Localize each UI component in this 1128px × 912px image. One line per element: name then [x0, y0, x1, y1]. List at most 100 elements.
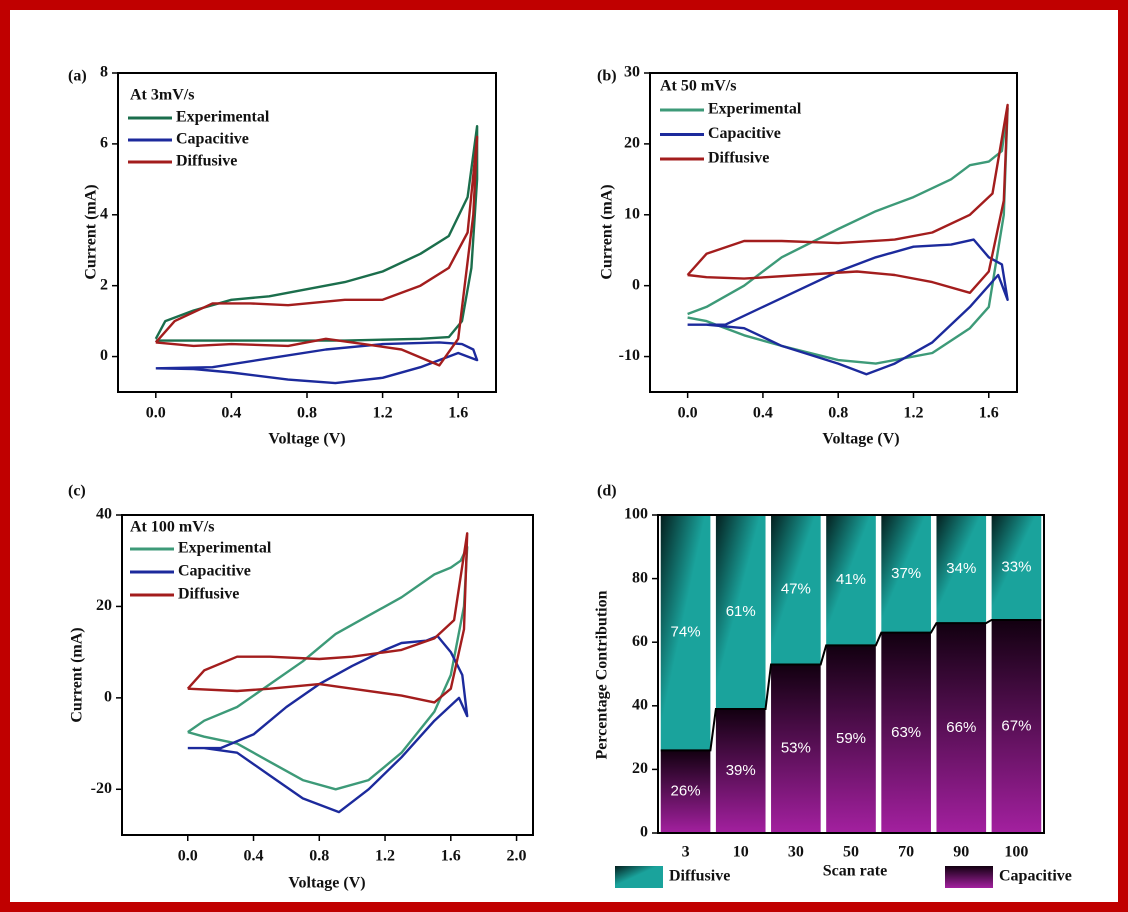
x-tick-label: 0.4 — [753, 405, 773, 422]
panel-label: (c) — [68, 483, 86, 500]
bar-segment — [771, 664, 821, 833]
bar-segment — [826, 515, 876, 646]
x-tick-label: 70 — [898, 844, 914, 861]
bar-segment — [715, 515, 766, 709]
bar-segment — [936, 623, 987, 833]
bar-segment — [771, 515, 821, 665]
y-tick-label: 0 — [640, 824, 648, 841]
x-tick-label: 0.0 — [678, 405, 698, 422]
bar-value-label: 66% — [946, 719, 976, 736]
x-tick-label: 1.6 — [979, 405, 999, 422]
x-tick-label: 10 — [733, 844, 749, 861]
y-tick-label: 20 — [632, 760, 648, 777]
y-axis-label: Current (mA) — [69, 627, 86, 722]
x-tick-label: 0.0 — [178, 848, 198, 865]
y-tick-label: 10 — [624, 205, 640, 222]
bar-value-label: 34% — [946, 560, 976, 577]
x-tick-label: 1.2 — [373, 405, 393, 422]
curve — [154, 125, 479, 342]
y-tick-label: 6 — [100, 135, 108, 152]
x-tick-label: 0.4 — [244, 848, 264, 865]
x-tick-label: 30 — [788, 844, 804, 861]
curve — [187, 545, 469, 791]
bar-segment — [660, 750, 711, 833]
curve — [686, 103, 1009, 294]
x-tick-label: 90 — [953, 844, 969, 861]
bar-segment — [936, 515, 987, 624]
bar-segment — [660, 515, 711, 751]
curve — [186, 532, 469, 704]
bar-value-label: 37% — [891, 565, 921, 582]
legend-label: Capacitive — [999, 868, 1072, 885]
bar-segment — [881, 632, 931, 833]
y-tick-label: 40 — [632, 696, 648, 713]
legend-label: Diffusive — [669, 868, 730, 885]
x-tick-label: 0.8 — [828, 405, 848, 422]
axes-frame — [657, 514, 1045, 834]
y-tick-label: 60 — [632, 633, 648, 650]
bar-value-label: 74% — [671, 624, 701, 641]
step-line — [660, 618, 1042, 752]
y-tick-label: -10 — [619, 347, 640, 364]
legend-label: Capacitive — [176, 131, 249, 148]
y-tick-label: 2 — [100, 276, 108, 293]
bar-segment — [991, 515, 1042, 620]
y-axis-label: Percentage Contribution — [594, 590, 611, 759]
x-tick-label: 0.4 — [221, 405, 241, 422]
panel-label: (a) — [68, 68, 87, 85]
curve — [687, 238, 1009, 376]
bar-value-label: 63% — [891, 724, 921, 741]
legend-label: Diffusive — [176, 153, 237, 170]
y-axis-label: Current (mA) — [83, 184, 100, 279]
curve — [687, 107, 1009, 365]
bar-value-label: 33% — [1001, 558, 1031, 575]
y-tick-label: 20 — [96, 597, 112, 614]
legend-label: Diffusive — [708, 150, 769, 167]
x-tick-label: 2.0 — [507, 848, 527, 865]
bar-value-label: 26% — [671, 783, 701, 800]
bar-value-label: 67% — [1001, 717, 1031, 734]
legend-label: Experimental — [176, 109, 270, 126]
y-tick-label: 30 — [624, 64, 640, 81]
annotation: At 50 mV/s — [660, 78, 736, 95]
x-tick-label: 50 — [843, 844, 859, 861]
y-tick-label: 0 — [104, 689, 112, 706]
legend-label: Capacitive — [708, 125, 781, 142]
x-tick-label: 1.2 — [375, 848, 395, 865]
y-tick-label: 20 — [624, 135, 640, 152]
bar-segment — [881, 515, 931, 633]
y-axis-label: Current (mA) — [599, 184, 616, 279]
bar-value-label: 53% — [781, 740, 811, 757]
x-tick-label: 100 — [1004, 844, 1028, 861]
y-tick-label: -20 — [91, 780, 112, 797]
x-tick-label: 1.2 — [903, 405, 923, 422]
legend-label: Capacitive — [178, 563, 251, 580]
legend-label: Experimental — [708, 101, 802, 118]
panel-label: (b) — [597, 68, 617, 85]
bar-value-label: 39% — [726, 762, 756, 779]
bar-value-label: 59% — [836, 730, 866, 747]
bar-segment — [991, 619, 1042, 833]
x-tick-label: 0.8 — [309, 848, 329, 865]
annotation: At 3mV/s — [130, 87, 194, 104]
curve — [187, 634, 469, 814]
x-axis-label: Voltage (V) — [268, 431, 345, 448]
legend-swatch — [945, 866, 993, 888]
axes-frame — [649, 72, 1018, 393]
x-tick-label: 0.8 — [297, 405, 317, 422]
y-tick-label: 8 — [100, 64, 108, 81]
legend-swatch — [615, 866, 663, 888]
bar-value-label: 61% — [726, 603, 756, 620]
x-axis-label: Voltage (V) — [822, 431, 899, 448]
y-tick-label: 0 — [632, 276, 640, 293]
bar-value-label: 41% — [836, 571, 866, 588]
legend-label: Experimental — [178, 540, 272, 557]
axes-frame — [117, 72, 497, 393]
y-tick-label: 100 — [624, 506, 648, 523]
annotation: At 100 mV/s — [130, 519, 214, 536]
x-tick-label: 1.6 — [441, 848, 461, 865]
bar-value-label: 47% — [781, 581, 811, 598]
y-tick-label: 40 — [96, 506, 112, 523]
